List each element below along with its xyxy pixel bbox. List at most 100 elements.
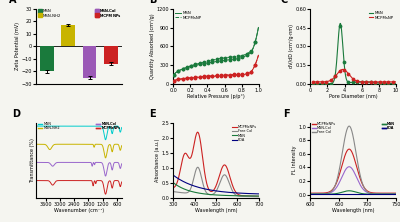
- Point: [368, 80, 374, 84]
- Text: A: A: [8, 0, 16, 5]
- Point: [222, 73, 228, 77]
- Point: [226, 74, 233, 77]
- Point: [209, 75, 216, 78]
- X-axis label: Wavenumber (cm⁻¹): Wavenumber (cm⁻¹): [54, 208, 104, 213]
- Point: [376, 80, 383, 84]
- Point: [188, 76, 194, 80]
- Point: [314, 82, 320, 85]
- Point: [231, 73, 237, 76]
- Point: [214, 60, 220, 63]
- Text: D: D: [12, 109, 20, 119]
- Point: [332, 75, 338, 78]
- Point: [385, 80, 392, 84]
- Point: [350, 77, 356, 81]
- Point: [239, 72, 246, 76]
- X-axis label: Relative Pressure (p/p°): Relative Pressure (p/p°): [187, 94, 245, 99]
- Point: [341, 68, 347, 71]
- Legend: MSN, MCPMsNP: MSN, MCPMsNP: [175, 11, 202, 20]
- Legend: MSN-Col, MCPM NPs: MSN-Col, MCPM NPs: [95, 9, 121, 18]
- Point: [205, 59, 211, 63]
- X-axis label: Wavelength (nm): Wavelength (nm): [195, 208, 237, 213]
- Point: [201, 75, 207, 78]
- Point: [175, 69, 182, 73]
- Point: [350, 81, 356, 84]
- Point: [239, 73, 246, 77]
- Text: E: E: [149, 109, 156, 119]
- Point: [368, 81, 374, 84]
- Point: [358, 80, 365, 84]
- Point: [390, 80, 396, 84]
- Point: [226, 73, 233, 76]
- Point: [328, 79, 334, 82]
- X-axis label: Pore Diameter (nm): Pore Diameter (nm): [329, 94, 378, 99]
- Point: [175, 78, 182, 81]
- Point: [381, 81, 387, 85]
- Point: [372, 81, 378, 84]
- Point: [358, 80, 365, 83]
- Point: [196, 75, 203, 79]
- Point: [323, 80, 330, 83]
- Legend: MSN, PDA: MSN, PDA: [382, 121, 395, 131]
- Point: [235, 73, 241, 76]
- Point: [231, 57, 237, 61]
- Y-axis label: dV/dD (cm³/g·nm): dV/dD (cm³/g·nm): [289, 24, 294, 68]
- Point: [192, 75, 198, 79]
- Point: [323, 82, 330, 85]
- Point: [205, 61, 211, 65]
- Point: [390, 82, 396, 85]
- Point: [363, 80, 370, 84]
- Text: F: F: [283, 109, 290, 119]
- Text: B: B: [149, 0, 156, 5]
- Point: [252, 40, 258, 44]
- Point: [244, 52, 250, 56]
- Point: [231, 55, 237, 59]
- Y-axis label: Absorbance (a.u.): Absorbance (a.u.): [155, 139, 160, 182]
- Point: [214, 74, 220, 78]
- Point: [354, 79, 360, 83]
- Point: [248, 49, 254, 53]
- Point: [184, 66, 190, 69]
- Point: [248, 50, 254, 54]
- Point: [196, 75, 203, 79]
- Point: [175, 78, 182, 81]
- Point: [252, 40, 258, 44]
- Point: [310, 80, 316, 84]
- Point: [244, 54, 250, 57]
- Point: [244, 71, 250, 75]
- Y-axis label: FL Intensity: FL Intensity: [292, 146, 297, 174]
- Point: [363, 80, 370, 84]
- Point: [341, 60, 347, 64]
- Point: [222, 56, 228, 59]
- Point: [209, 60, 216, 64]
- Point: [214, 57, 220, 61]
- Point: [188, 64, 194, 67]
- Point: [336, 69, 343, 73]
- Point: [218, 59, 224, 63]
- Point: [222, 58, 228, 62]
- Point: [171, 73, 177, 76]
- Y-axis label: Zeta Potential (mV): Zeta Potential (mV): [15, 22, 20, 70]
- Point: [248, 70, 254, 74]
- Point: [218, 57, 224, 60]
- Point: [201, 62, 207, 65]
- Point: [310, 82, 316, 85]
- Point: [179, 77, 186, 81]
- Point: [332, 74, 338, 77]
- Bar: [40, 46, 54, 71]
- Point: [218, 74, 224, 78]
- Point: [314, 80, 320, 84]
- Point: [318, 80, 325, 84]
- Point: [354, 80, 360, 84]
- Point: [231, 73, 237, 77]
- Point: [239, 56, 246, 59]
- Point: [318, 82, 325, 85]
- Point: [209, 58, 216, 62]
- Text: C: C: [280, 0, 288, 5]
- Point: [328, 82, 334, 85]
- Point: [239, 54, 246, 57]
- Point: [214, 73, 220, 77]
- Point: [244, 72, 250, 76]
- Point: [235, 57, 241, 60]
- Point: [372, 80, 378, 84]
- Y-axis label: Transmittance (%): Transmittance (%): [30, 138, 35, 182]
